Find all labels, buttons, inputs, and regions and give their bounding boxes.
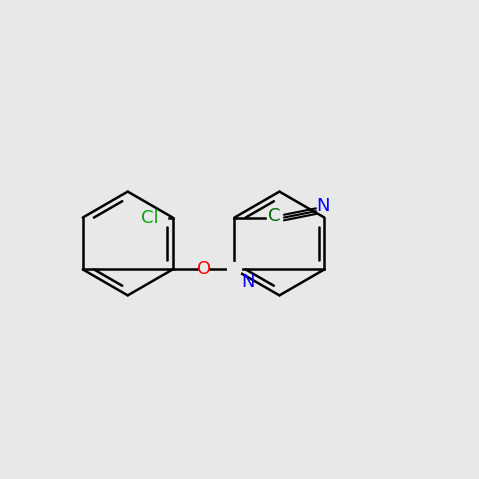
Text: N: N [241,274,254,291]
Text: O: O [196,261,211,278]
Text: C: C [268,207,281,225]
Text: Cl: Cl [141,208,158,227]
Text: N: N [316,197,330,216]
